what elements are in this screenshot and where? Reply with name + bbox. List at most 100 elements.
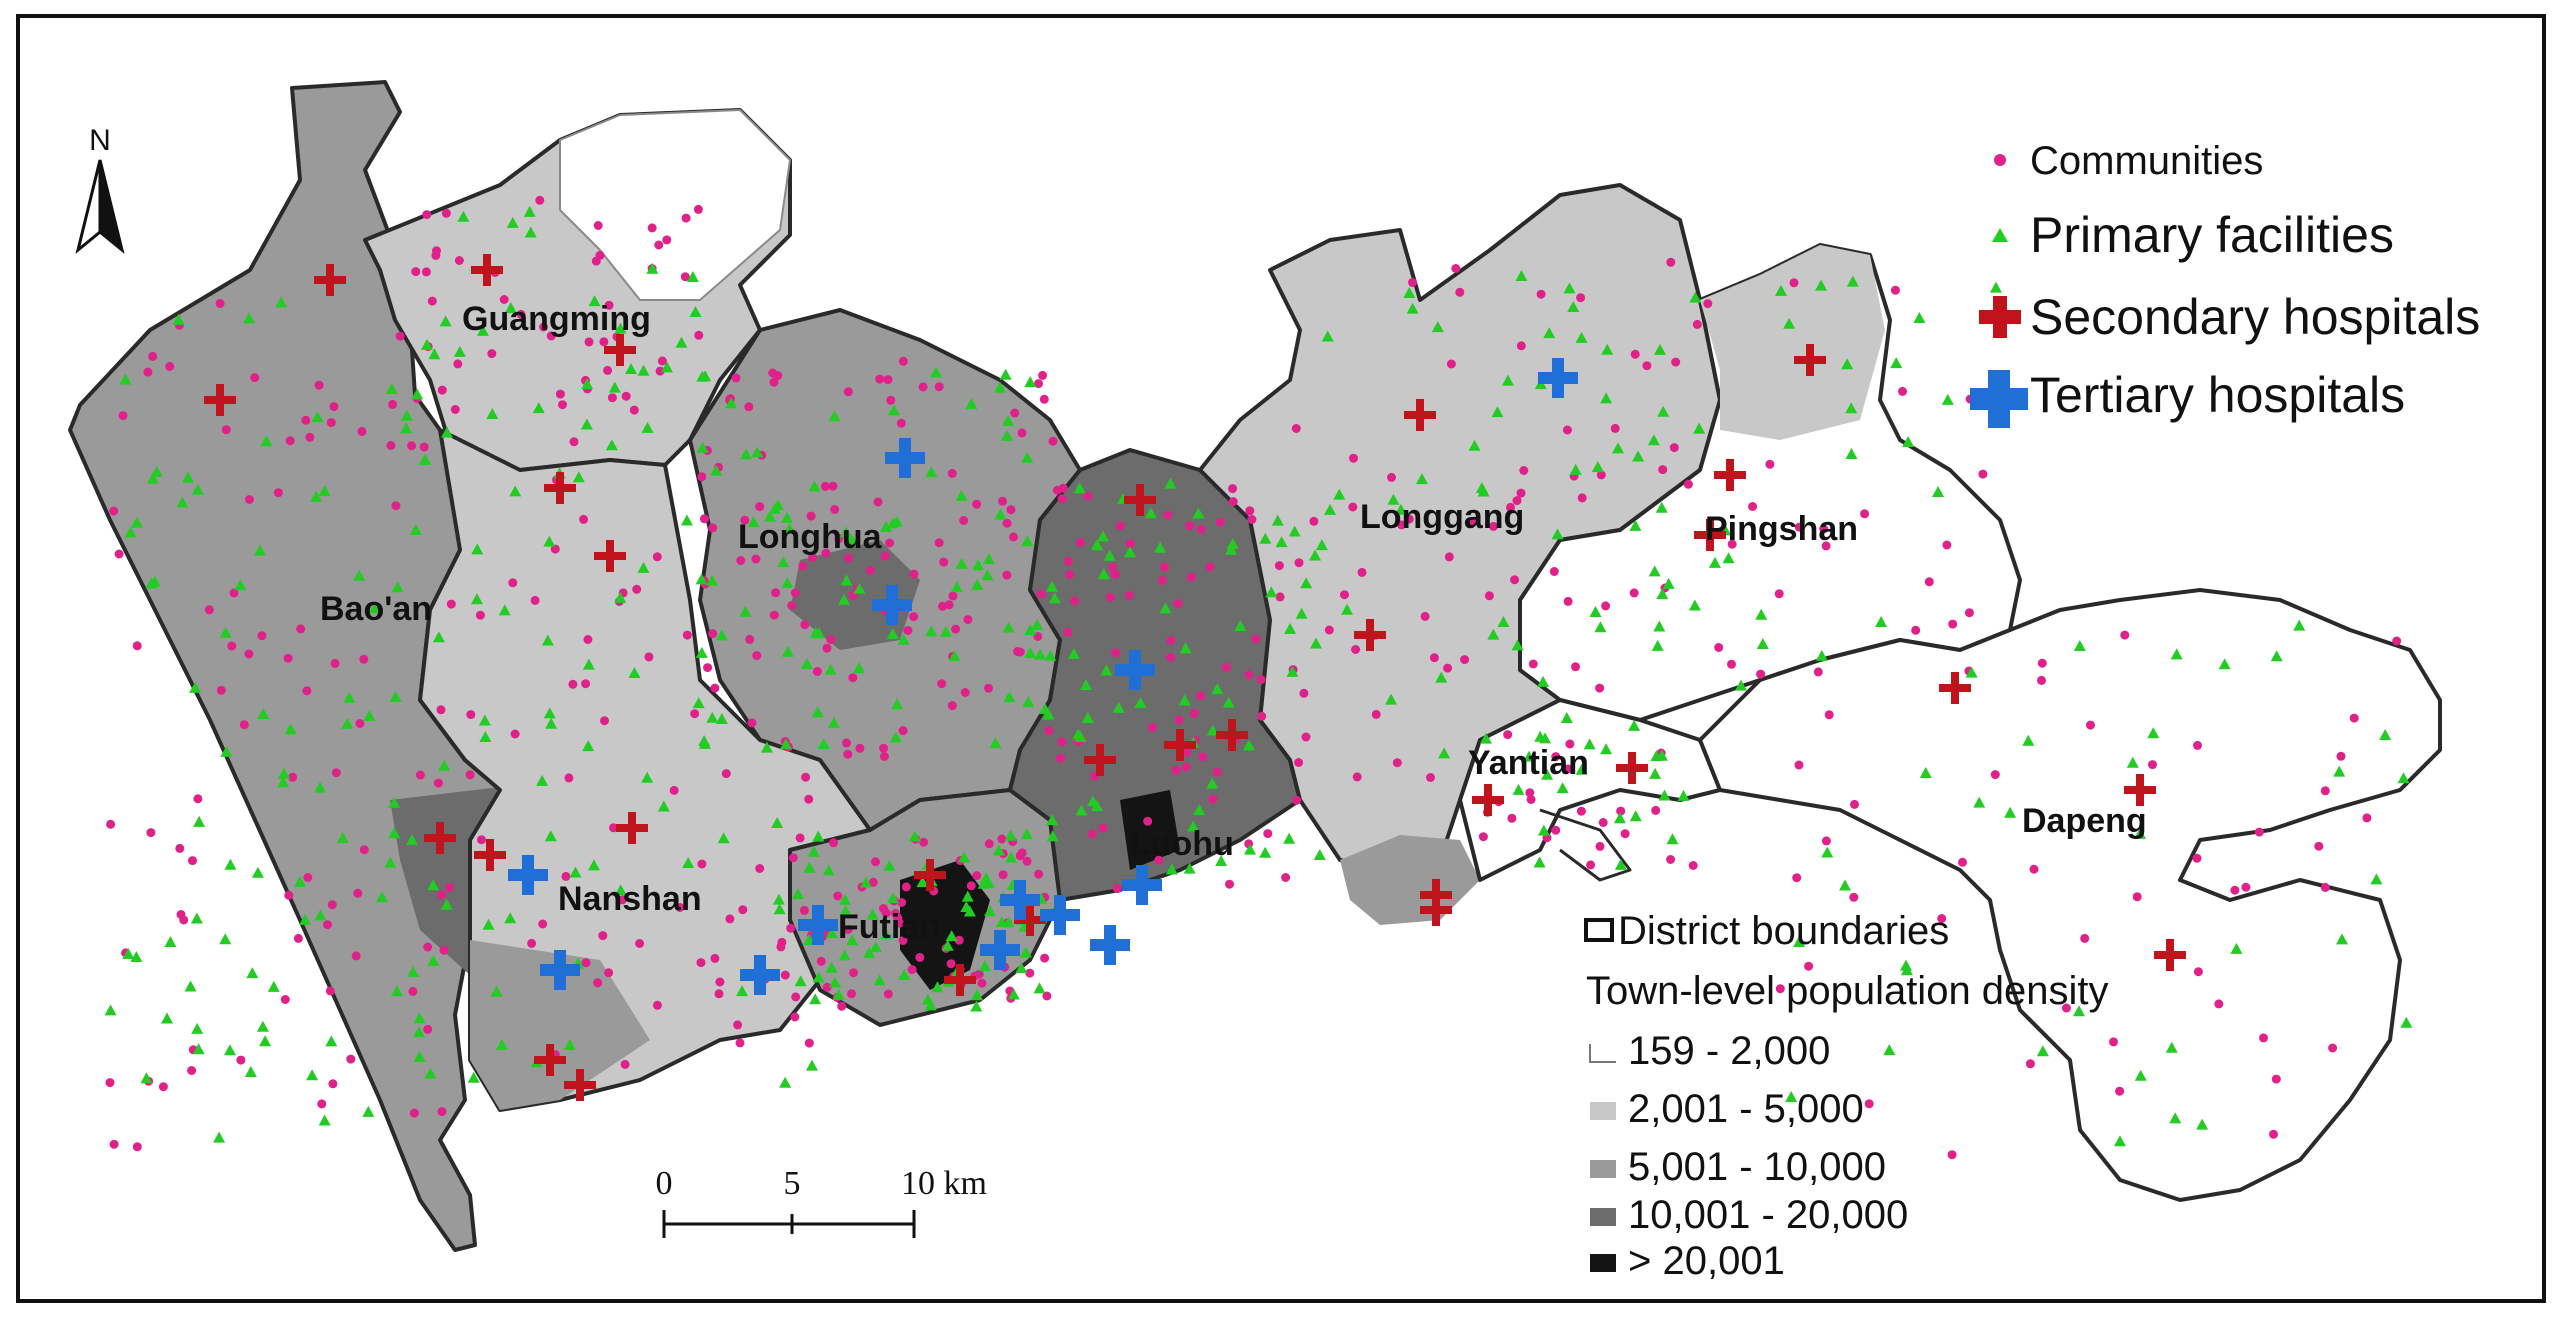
- primary-facility-triangle-icon: [695, 646, 708, 658]
- primary-facility-triangle-icon: [411, 388, 424, 400]
- primary-facility-triangle-icon: [427, 879, 440, 891]
- community-dot-icon: [146, 828, 156, 838]
- community-dot-icon: [193, 794, 203, 804]
- district-polygon-baoan: [68, 80, 502, 1252]
- primary-facility-triangle-icon: [958, 851, 971, 863]
- primary-facility-triangle-icon: [989, 737, 1002, 749]
- community-dot-icon: [1890, 285, 1900, 295]
- community-dot-icon: [2109, 1037, 2118, 1047]
- community-dot-icon: [822, 982, 832, 992]
- primary-facility-triangle-icon: [2293, 619, 2306, 631]
- community-dot-icon: [697, 859, 707, 869]
- community-dot-icon: [609, 823, 618, 833]
- community-dot-icon: [1292, 795, 1302, 805]
- community-dot-icon: [1042, 991, 1052, 1001]
- primary-facility-triangle-icon: [1693, 422, 1706, 434]
- community-dot-icon: [561, 871, 571, 881]
- primary-facility-triangle-icon: [1551, 528, 1564, 540]
- community-dot-icon: [293, 933, 303, 943]
- primary-facility-triangle-icon: [277, 776, 290, 788]
- community-dot-icon: [843, 925, 853, 934]
- primary-facility-triangle-icon: [1183, 862, 1196, 874]
- primary-facility-triangle-icon: [388, 827, 401, 839]
- primary-facility-triangle-icon: [498, 604, 511, 616]
- community-dot-icon: [1166, 636, 1176, 645]
- primary-facility-triangle-icon: [390, 985, 403, 997]
- community-dot-icon: [837, 1001, 847, 1011]
- primary-facility-triangle-icon: [362, 1105, 375, 1117]
- tertiary-hospital-cross-icon: [508, 855, 548, 895]
- community-dot-icon: [1215, 517, 1225, 527]
- community-dot-icon: [2269, 1129, 2278, 1139]
- primary-facility-triangle-icon: [1265, 586, 1278, 598]
- primary-facility-triangle-icon: [1288, 525, 1301, 537]
- community-dot-icon: [946, 959, 956, 969]
- primary-facility-triangle-icon: [504, 302, 517, 314]
- primary-facility-triangle-icon: [1046, 830, 1059, 842]
- primary-facility-triangle-icon: [1628, 719, 1641, 731]
- primary-facility-triangle-icon: [929, 366, 942, 378]
- primary-facility-triangle-icon: [2230, 942, 2243, 954]
- primary-facility-triangle-icon: [130, 516, 143, 528]
- community-dot-icon: [1824, 710, 1834, 720]
- tertiary-hospital-cross-icon: [1122, 865, 1162, 905]
- primary-facility-triangle-icon: [406, 833, 419, 845]
- primary-facility-triangle-icon: [1002, 621, 1015, 633]
- primary-facility-triangle-icon: [1074, 730, 1087, 742]
- primary-facility-triangle-icon: [486, 408, 499, 420]
- community-dot-icon: [1274, 561, 1284, 571]
- community-dot-icon: [960, 688, 970, 697]
- community-dot-icon: [175, 843, 185, 853]
- community-dot-icon: [787, 600, 797, 610]
- primary-facility-triangle-icon: [646, 262, 659, 274]
- community-dot-icon: [1196, 691, 1206, 701]
- community-dot-icon: [883, 375, 893, 385]
- community-dot-icon: [1017, 428, 1027, 438]
- primary-facility-triangle-icon: [541, 634, 554, 646]
- community-dot-icon: [1516, 341, 1526, 351]
- community-dot-icon: [847, 989, 856, 999]
- community-dot-icon: [284, 890, 294, 900]
- community-dot-icon: [388, 399, 398, 409]
- community-dot-icon: [842, 738, 851, 748]
- primary-facility-triangle-icon: [1048, 592, 1061, 604]
- primary-facility-triangle-icon: [846, 934, 859, 946]
- community-dot-icon: [733, 1020, 743, 1030]
- primary-facility-triangle-icon: [457, 210, 470, 222]
- community-dot-icon: [1549, 567, 1559, 576]
- community-dot-icon: [855, 743, 865, 753]
- community-dot-icon: [2214, 999, 2224, 1009]
- community-dot-icon: [325, 986, 335, 996]
- community-dot-icon: [915, 952, 925, 962]
- primary-facility-triangle-icon: [873, 974, 886, 986]
- primary-facility-triangle-icon: [1523, 750, 1536, 762]
- community-dot-icon: [1948, 619, 1958, 629]
- primary-facility-triangle-icon: [543, 535, 556, 547]
- north-arrow-icon: [75, 159, 125, 255]
- town-nanshan-west: [470, 940, 650, 1110]
- tertiary-hospital-cross-icon: [1000, 880, 1040, 920]
- tertiary-hospital-cross-icon: [540, 950, 580, 990]
- primary-facility-triangle-icon: [800, 657, 813, 669]
- community-dot-icon: [2192, 853, 2202, 863]
- primary-facility-triangle-icon: [916, 876, 929, 888]
- primary-facility-triangle-icon: [1324, 503, 1337, 515]
- community-dot-icon: [327, 900, 337, 910]
- community-dot-icon: [1208, 794, 1218, 804]
- community-dot-icon: [187, 1066, 197, 1075]
- primary-facility-triangle-icon: [184, 980, 197, 992]
- legend-density-title: Town-level population density: [1586, 969, 2109, 1013]
- primary-facility-triangle-icon: [181, 471, 194, 483]
- community-dot-icon: [1387, 472, 1396, 482]
- primary-facility-triangle-icon: [523, 205, 536, 217]
- community-dot-icon: [1489, 521, 1498, 531]
- community-dot-icon: [1727, 539, 1737, 549]
- primary-facility-triangle-icon: [717, 832, 730, 844]
- primary-facility-triangle-icon: [961, 890, 974, 902]
- community-dot-icon: [843, 387, 853, 397]
- community-dot-icon: [2029, 864, 2039, 874]
- community-dot-icon: [1025, 968, 1035, 978]
- primary-facility-triangle-icon: [253, 544, 266, 556]
- town-longgang-south: [1340, 835, 1480, 925]
- secondary-hospital-cross-icon: [914, 859, 946, 891]
